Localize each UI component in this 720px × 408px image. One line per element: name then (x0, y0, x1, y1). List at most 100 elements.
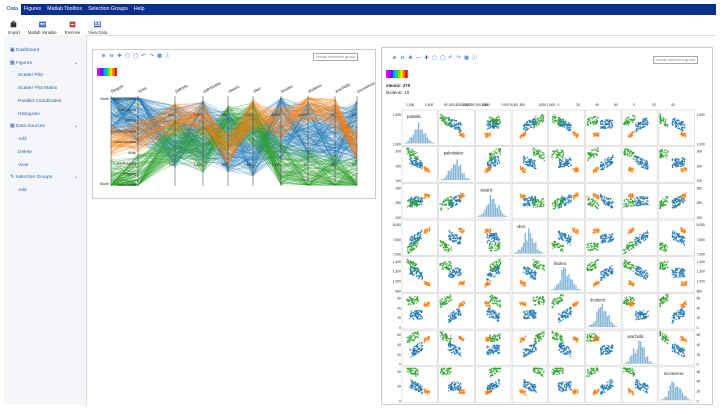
menu-figures[interactable]: Figures (23, 6, 42, 12)
sidebar-item-selection-groups[interactable]: ✎ Selection Groups ⌄ (10, 175, 78, 180)
splom-cell[interactable] (548, 183, 585, 220)
undo-icon[interactable]: ↶ (141, 53, 146, 59)
scatter-point (459, 196, 461, 198)
pan-icon[interactable]: ✥ (117, 53, 122, 59)
zoom-out-icon[interactable]: ⊖ (109, 53, 114, 59)
sidebar-item-add-selection[interactable]: Add (18, 188, 27, 193)
sidebar-item-figures[interactable]: ▩ Figures ⌄ (10, 61, 78, 66)
select-icon[interactable]: ▢ (432, 55, 437, 61)
splom-cell[interactable] (401, 219, 438, 256)
splom-cell[interactable] (475, 109, 512, 146)
sidebar-item-scatter-plot[interactable]: Scatter Plot (18, 73, 43, 78)
splom-cell[interactable] (621, 219, 658, 256)
splom-cell[interactable] (511, 146, 548, 183)
splom-cell[interactable] (511, 256, 548, 293)
lasso-icon[interactable]: ◯ (133, 53, 139, 59)
splom-cell[interactable] (585, 183, 622, 220)
splom-cell[interactable] (658, 146, 695, 183)
redo-icon[interactable]: ↷ (456, 55, 461, 61)
plus-icon[interactable]: ✚ (424, 55, 429, 61)
splom-cell[interactable] (548, 219, 585, 256)
menu-help[interactable]: Help (133, 6, 145, 12)
splom-cell[interactable] (585, 109, 622, 146)
sidebar-item-view-data[interactable]: View (18, 163, 29, 168)
sidebar-item-data-sources[interactable]: ▦ Data Sources ⌄ (10, 124, 78, 129)
select-icon[interactable]: ▢ (125, 53, 130, 59)
menu-matlab-toolbox[interactable]: Matlab Toolbox (47, 6, 83, 12)
splom-cell[interactable] (621, 256, 658, 293)
scatter-point (529, 276, 532, 279)
splom-cell[interactable] (438, 109, 475, 146)
splom-cell[interactable] (585, 219, 622, 256)
scatter-point (610, 204, 612, 206)
lasso-icon[interactable]: ◯ (440, 55, 446, 61)
splom-cell[interactable] (585, 256, 622, 293)
splom-cell[interactable] (511, 183, 548, 220)
save-icon[interactable]: ▩ (464, 55, 469, 61)
splom-cell[interactable] (658, 183, 695, 220)
sidebar-item-scatter-plot-matrix[interactable]: Scatter Plot Matrix (18, 86, 58, 91)
splom-cell[interactable] (548, 109, 585, 146)
splom-selection-group-input[interactable]: create selection group (653, 56, 699, 64)
menu-data[interactable]: Data (4, 4, 21, 15)
parallel-coordinates-plot[interactable]: Region Area palmitic palmitoleic stearic olei… (93, 62, 375, 198)
splom-cell[interactable]: palmitic (401, 109, 438, 146)
splom-cell[interactable]: linoleic (548, 256, 585, 293)
info-icon[interactable]: ⓘ (472, 55, 478, 61)
splom-cell[interactable] (658, 109, 695, 146)
splom-cell[interactable] (401, 183, 438, 220)
matlab-variable-button[interactable]: Matlab Variable (24, 15, 61, 35)
scatter-point (635, 265, 637, 267)
sidebar-item-dashboard[interactable]: ▣ Dashboard (10, 48, 39, 53)
histogram-bar (458, 166, 460, 181)
splom-cell[interactable] (511, 109, 548, 146)
scatter-point (661, 242, 663, 245)
splom-cell[interactable] (438, 219, 475, 256)
sidebar-item-parallel-coordinates[interactable]: Parallel Coordinates (18, 99, 62, 104)
scatter-point (600, 237, 602, 240)
splom-cell[interactable] (585, 146, 622, 183)
splom-cell[interactable] (621, 146, 658, 183)
redo-icon[interactable]: ↷ (149, 53, 154, 59)
scatter-point (554, 116, 556, 119)
splom-cell[interactable]: stearic (475, 183, 512, 220)
splom-cell[interactable] (621, 183, 658, 220)
scatter-point (662, 120, 665, 123)
splom-cell[interactable] (548, 146, 585, 183)
scatter-point (444, 263, 447, 266)
zoom-in-icon[interactable]: ⊕ (392, 55, 397, 61)
splom-cell[interactable]: oleic (511, 219, 548, 256)
info-icon[interactable]: ⓘ (165, 53, 171, 59)
splom-cell[interactable] (438, 256, 475, 293)
sidebar-item-add-data[interactable]: Add (18, 137, 27, 142)
pc-selection-group-input[interactable]: create selection group (313, 53, 359, 61)
splom-cell[interactable] (401, 256, 438, 293)
view-data-button[interactable]: View Data (84, 15, 111, 35)
scatter-point (604, 239, 606, 242)
undo-icon[interactable]: ↶ (448, 55, 453, 61)
splom-cell[interactable] (475, 219, 512, 256)
scatter-point (633, 131, 635, 133)
splom-cell[interactable] (475, 256, 512, 293)
sidebar-item-histogram[interactable]: Histogram (18, 112, 40, 117)
zoom-in-icon[interactable]: ⊕ (101, 53, 106, 59)
menu-selection-groups[interactable]: Selection Groups (88, 6, 128, 12)
splom-cell[interactable] (401, 146, 438, 183)
splom-cell[interactable] (475, 146, 512, 183)
zoom-out-icon[interactable]: ⊖ (400, 55, 405, 61)
splom-cell[interactable] (621, 109, 658, 146)
splom-cell[interactable] (658, 219, 695, 256)
splom-cell[interactable]: palmitoleic (438, 146, 475, 183)
remove-button[interactable]: Remove (61, 15, 85, 35)
sidebar-item-delete-data[interactable]: Delete (18, 150, 32, 155)
pc-tick-label: South Apulia (117, 162, 136, 166)
scatter-point (626, 243, 628, 245)
pan-icon[interactable]: ✥ (408, 55, 413, 61)
splom-top-tick: 0 (557, 103, 559, 107)
save-icon[interactable]: ▩ (157, 53, 162, 59)
scatter-point (526, 198, 528, 200)
splom-cell[interactable] (438, 183, 475, 220)
import-button[interactable]: Import (4, 15, 24, 35)
minus-icon[interactable]: — (416, 55, 421, 61)
